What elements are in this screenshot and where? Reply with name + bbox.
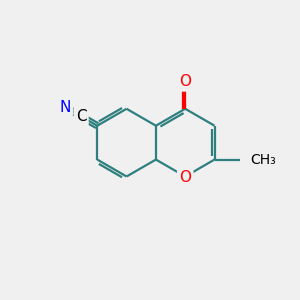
Text: O: O (179, 74, 191, 89)
Text: O: O (179, 170, 191, 185)
Text: N: N (59, 100, 71, 115)
Text: CH₃: CH₃ (250, 153, 276, 166)
Text: C: C (76, 109, 86, 124)
